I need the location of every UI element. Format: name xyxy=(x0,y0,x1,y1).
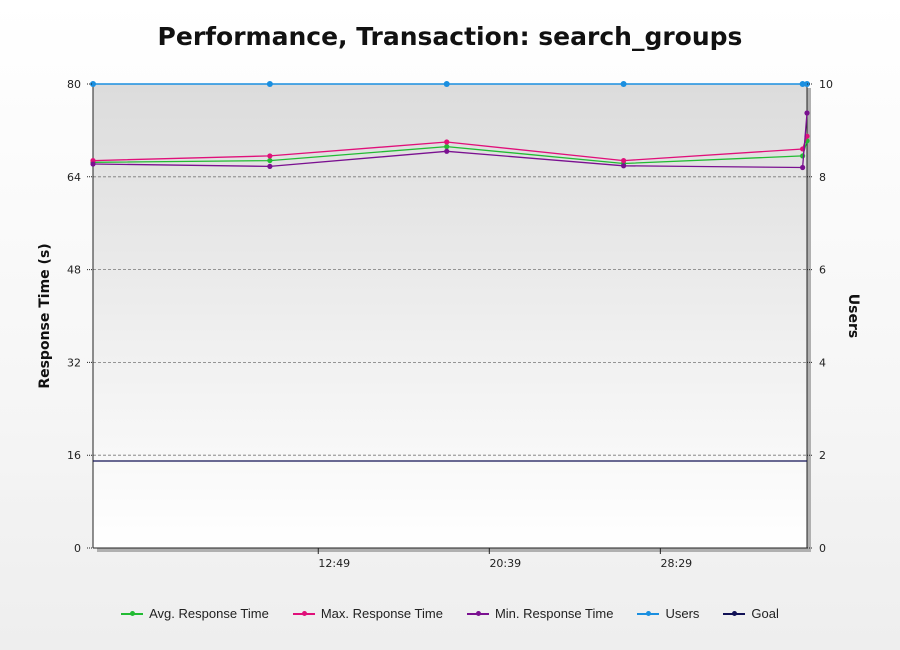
y-tick-label: 16 xyxy=(67,449,81,462)
y2-tick-label: 10 xyxy=(819,78,833,91)
y2-tick-label: 2 xyxy=(819,449,826,462)
data-point-avg-response-time xyxy=(267,157,273,164)
legend: Avg. Response Time Max. Response Time Mi… xyxy=(0,606,900,621)
legend-label-min: Min. Response Time xyxy=(494,606,614,621)
legend-swatch-min xyxy=(466,610,489,616)
legend-swatch-goal xyxy=(723,610,746,616)
series-line-min-response-time xyxy=(92,112,808,169)
data-point-max-response-time xyxy=(444,139,450,145)
legend-item-max: Max. Response Time xyxy=(292,606,443,621)
y2-tick-label: 4 xyxy=(819,356,826,369)
y2-tick-label: 8 xyxy=(819,171,826,184)
y-tick-label: 80 xyxy=(67,78,81,91)
legend-item-users: Users xyxy=(637,606,699,621)
x-tick-label: 12:49 xyxy=(318,557,350,570)
data-point-users xyxy=(443,81,450,87)
data-point-avg-response-time xyxy=(800,153,806,159)
legend-swatch-avg xyxy=(121,610,144,616)
data-point-min-response-time xyxy=(804,110,810,116)
data-point-avg-response-time xyxy=(444,144,450,150)
plot-shadow-bottom xyxy=(97,548,811,552)
legend-swatch-users xyxy=(637,610,660,616)
y2-tick-label: 6 xyxy=(819,264,826,277)
legend-item-min: Min. Response Time xyxy=(466,606,614,621)
legend-label-avg: Avg. Response Time xyxy=(149,606,269,621)
y-tick-label: 32 xyxy=(67,356,81,369)
legend-item-avg: Avg. Response Time xyxy=(121,606,269,621)
data-point-users xyxy=(90,81,96,87)
plot-area xyxy=(93,84,807,548)
y-tick-label: 48 xyxy=(67,264,81,277)
data-point-max-response-time xyxy=(267,153,273,159)
data-point-min-response-time xyxy=(800,164,806,171)
legend-label-users: Users xyxy=(665,606,700,621)
data-point-users xyxy=(266,81,273,87)
legend-label-goal: Goal xyxy=(751,606,779,621)
legend-item-goal: Goal xyxy=(723,606,779,621)
data-point-users xyxy=(799,81,806,87)
data-point-min-response-time xyxy=(90,161,96,167)
x-tick-label: 20:39 xyxy=(489,557,521,570)
chart-title: Performance, Transaction: search_groups xyxy=(157,22,743,51)
legend-label-max: Max. Response Time xyxy=(320,606,443,621)
y2-tick-label: 0 xyxy=(819,542,826,555)
data-point-min-response-time xyxy=(620,163,627,169)
data-point-min-response-time xyxy=(267,163,273,169)
y-tick-label: 0 xyxy=(74,542,81,555)
data-point-min-response-time xyxy=(444,148,450,154)
x-tick-label: 28:29 xyxy=(660,557,692,570)
data-point-users xyxy=(620,81,627,87)
legend-swatch-max xyxy=(292,610,315,616)
data-point-max-response-time xyxy=(620,157,627,164)
plot-shadow-right xyxy=(807,88,811,552)
y-tick-label: 64 xyxy=(67,171,81,184)
